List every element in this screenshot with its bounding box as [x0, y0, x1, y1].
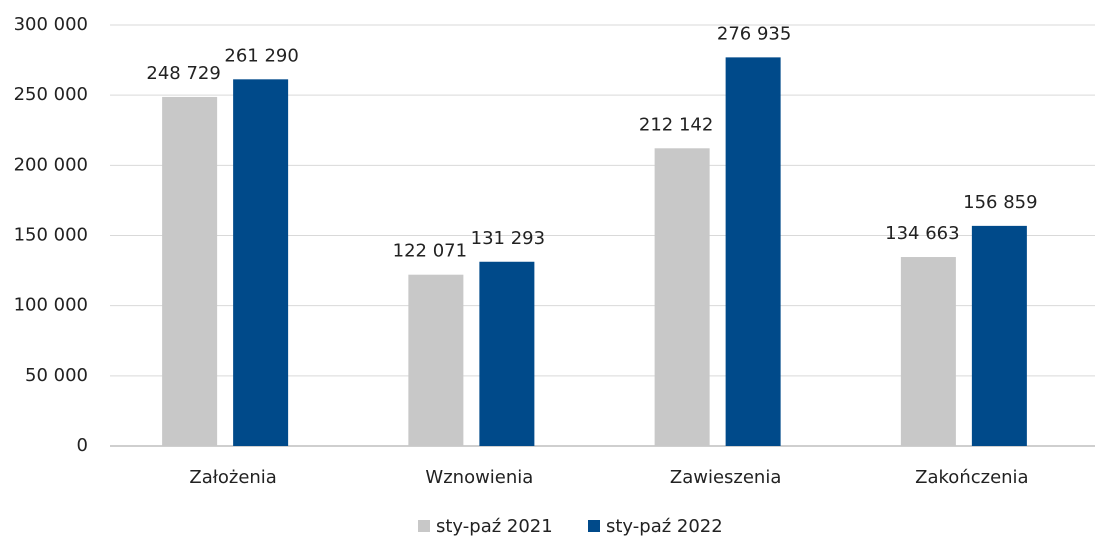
value-label: 131 293	[471, 228, 545, 249]
x-tick-label: Zawieszenia	[670, 467, 782, 488]
bar	[725, 57, 781, 446]
y-tick-label: 150 000	[14, 225, 88, 246]
y-tick-label: 200 000	[14, 154, 88, 175]
legend-swatch	[588, 520, 600, 532]
bar	[654, 148, 710, 446]
value-label: 156 859	[963, 192, 1037, 213]
bar	[162, 96, 218, 446]
y-tick-label: 100 000	[14, 295, 88, 316]
y-tick-label: 0	[77, 435, 88, 456]
legend-label: sty-paź 2022	[606, 516, 723, 537]
x-tick-label: Wznowienia	[425, 467, 533, 488]
value-label: 248 729	[146, 63, 220, 84]
value-label: 276 935	[717, 23, 791, 44]
legend-label: sty-paź 2021	[436, 516, 553, 537]
legend-swatch	[418, 520, 430, 532]
bar	[971, 225, 1027, 446]
bar	[900, 257, 956, 446]
y-tick-label: 300 000	[14, 14, 88, 35]
value-label: 212 142	[639, 114, 713, 135]
bar	[408, 274, 464, 446]
bar	[479, 261, 535, 446]
value-label: 261 290	[224, 45, 298, 66]
x-tick-label: Założenia	[189, 467, 276, 488]
bar	[233, 79, 289, 447]
value-label: 134 663	[885, 223, 959, 244]
x-tick-label: Zakończenia	[915, 467, 1028, 488]
y-tick-label: 50 000	[25, 365, 88, 386]
y-tick-label: 250 000	[14, 84, 88, 105]
value-label: 122 071	[393, 241, 467, 262]
